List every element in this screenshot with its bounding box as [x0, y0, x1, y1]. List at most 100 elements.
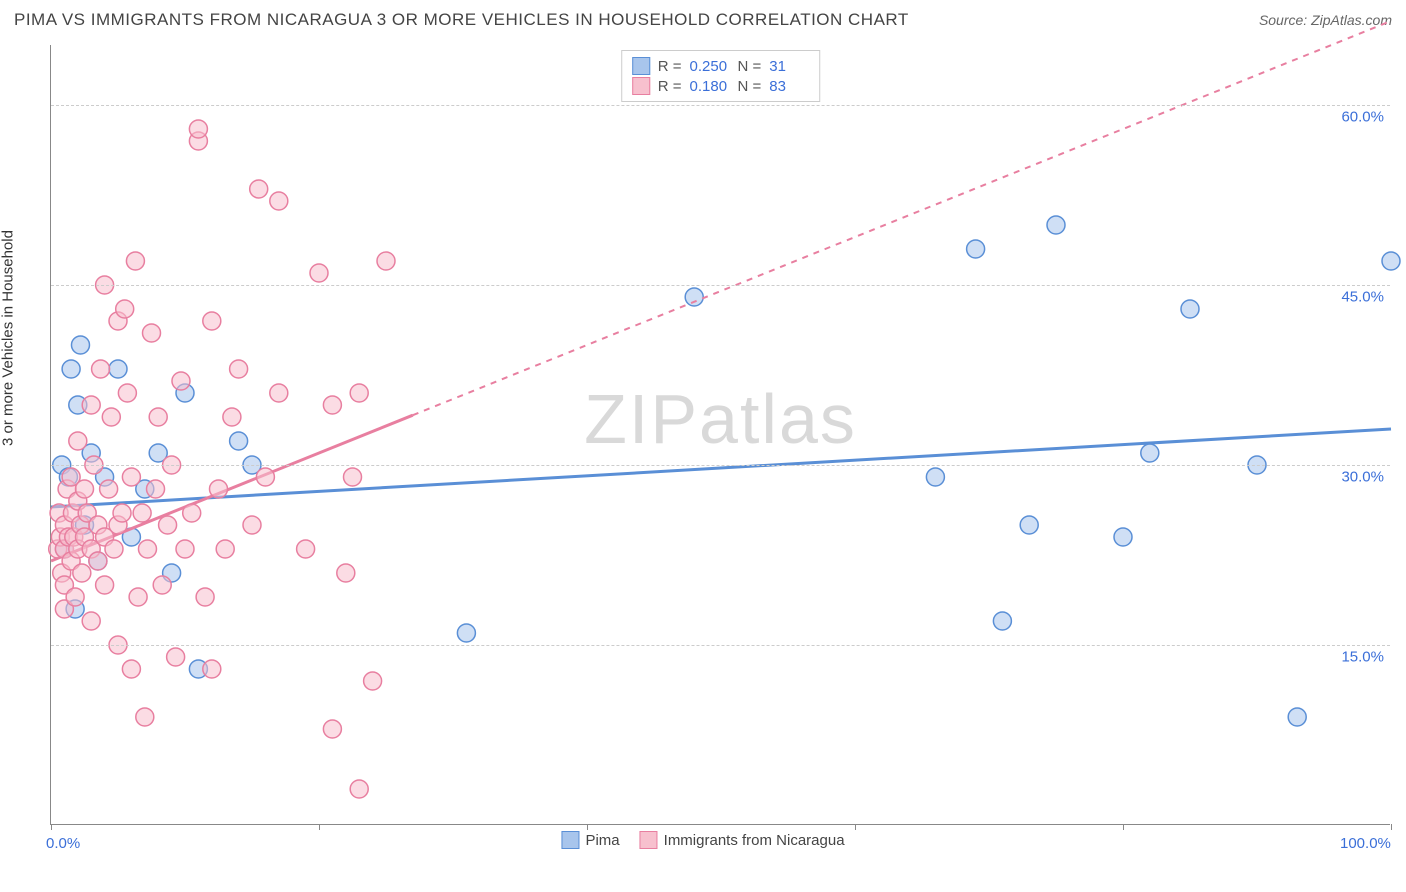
- data-point: [167, 648, 185, 666]
- legend-n-label: N =: [738, 78, 762, 95]
- data-point: [250, 180, 268, 198]
- data-point: [685, 288, 703, 306]
- data-point: [344, 468, 362, 486]
- plot-area: ZIPatlas R =0.250N =31R =0.180N =83 15.0…: [50, 45, 1390, 825]
- data-point: [76, 480, 94, 498]
- x-tick: [51, 824, 52, 830]
- data-point: [105, 540, 123, 558]
- data-point: [230, 432, 248, 450]
- data-point: [337, 564, 355, 582]
- legend-r-value: 0.180: [690, 78, 730, 95]
- data-point: [116, 300, 134, 318]
- y-tick-label: 15.0%: [1341, 649, 1384, 666]
- data-point: [82, 612, 100, 630]
- data-point: [126, 252, 144, 270]
- y-tick-label: 60.0%: [1341, 109, 1384, 126]
- data-point: [100, 480, 118, 498]
- legend-top: R =0.250N =31R =0.180N =83: [621, 50, 821, 102]
- data-point: [270, 192, 288, 210]
- y-tick-label: 30.0%: [1341, 469, 1384, 486]
- data-point: [149, 408, 167, 426]
- data-point: [216, 540, 234, 558]
- data-point: [1141, 444, 1159, 462]
- data-point: [66, 588, 84, 606]
- trend-line-dashed: [413, 21, 1391, 415]
- data-point: [1181, 300, 1199, 318]
- legend-label: Immigrants from Nicaragua: [664, 832, 845, 849]
- legend-top-row: R =0.250N =31: [632, 57, 810, 75]
- data-point: [92, 360, 110, 378]
- data-point: [323, 396, 341, 414]
- data-point: [323, 720, 341, 738]
- data-point: [136, 708, 154, 726]
- data-point: [102, 408, 120, 426]
- data-point: [926, 468, 944, 486]
- data-point: [82, 396, 100, 414]
- data-point: [210, 480, 228, 498]
- chart-title: PIMA VS IMMIGRANTS FROM NICARAGUA 3 OR M…: [14, 10, 909, 30]
- data-point: [153, 576, 171, 594]
- data-point: [350, 780, 368, 798]
- data-point: [243, 516, 261, 534]
- legend-r-value: 0.250: [690, 58, 730, 75]
- data-point: [993, 612, 1011, 630]
- chart-source: Source: ZipAtlas.com: [1259, 12, 1392, 28]
- plot-svg: [51, 45, 1390, 824]
- data-point: [230, 360, 248, 378]
- data-point: [183, 504, 201, 522]
- data-point: [69, 432, 87, 450]
- data-point: [1020, 516, 1038, 534]
- legend-label: Pima: [585, 832, 619, 849]
- data-point: [189, 120, 207, 138]
- legend-r-label: R =: [658, 58, 682, 75]
- data-point: [62, 360, 80, 378]
- data-point: [270, 384, 288, 402]
- legend-swatch: [632, 77, 650, 95]
- data-point: [159, 516, 177, 534]
- legend-r-label: R =: [658, 78, 682, 95]
- data-point: [118, 384, 136, 402]
- data-point: [350, 384, 368, 402]
- x-tick-label: 0.0%: [46, 835, 80, 852]
- data-point: [1382, 252, 1400, 270]
- legend-swatch: [632, 57, 650, 75]
- legend-n-label: N =: [738, 58, 762, 75]
- data-point: [310, 264, 328, 282]
- data-point: [457, 624, 475, 642]
- data-point: [377, 252, 395, 270]
- data-point: [71, 336, 89, 354]
- x-tick-label: 100.0%: [1340, 835, 1391, 852]
- data-point: [176, 540, 194, 558]
- data-point: [203, 660, 221, 678]
- x-tick: [587, 824, 588, 830]
- data-point: [122, 660, 140, 678]
- x-tick: [1391, 824, 1392, 830]
- gridline-h: [51, 645, 1390, 646]
- legend-top-row: R =0.180N =83: [632, 77, 810, 95]
- data-point: [196, 588, 214, 606]
- data-point: [203, 312, 221, 330]
- y-tick-label: 45.0%: [1341, 289, 1384, 306]
- x-tick: [1123, 824, 1124, 830]
- legend-swatch: [561, 831, 579, 849]
- legend-swatch: [640, 831, 658, 849]
- data-point: [138, 540, 156, 558]
- data-point: [133, 504, 151, 522]
- data-point: [297, 540, 315, 558]
- gridline-h: [51, 285, 1390, 286]
- legend-bottom: Pima Immigrants from Nicaragua: [561, 831, 844, 849]
- data-point: [147, 480, 165, 498]
- legend-bottom-item: Immigrants from Nicaragua: [640, 831, 845, 849]
- data-point: [967, 240, 985, 258]
- data-point: [364, 672, 382, 690]
- gridline-h: [51, 465, 1390, 466]
- data-point: [113, 504, 131, 522]
- data-point: [122, 468, 140, 486]
- x-tick: [319, 824, 320, 830]
- data-point: [129, 588, 147, 606]
- data-point: [1047, 216, 1065, 234]
- x-tick: [855, 824, 856, 830]
- legend-bottom-item: Pima: [561, 831, 619, 849]
- data-point: [96, 576, 114, 594]
- data-point: [223, 408, 241, 426]
